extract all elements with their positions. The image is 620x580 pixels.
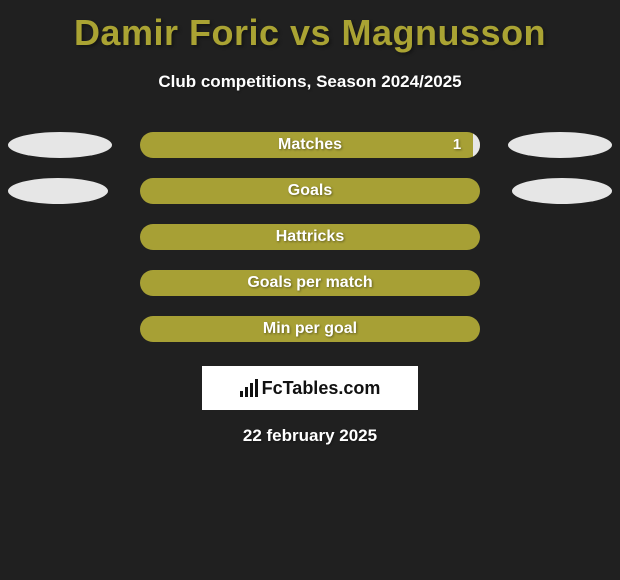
player-right-ellipse: [508, 132, 612, 158]
comparison-infographic: Damir Foric vs Magnusson Club competitio…: [0, 0, 620, 580]
date-text: 22 february 2025: [0, 426, 620, 446]
bars-icon: [240, 379, 258, 397]
stat-track: [140, 316, 480, 342]
player-left-ellipse: [8, 178, 108, 204]
logo-text: FcTables.com: [262, 378, 381, 399]
stat-row: Goals per match: [0, 270, 620, 296]
logo-box: FcTables.com: [202, 366, 418, 410]
stat-fill-right: [473, 132, 480, 158]
stat-track: [140, 132, 480, 158]
stat-track: [140, 178, 480, 204]
stat-row: Goals: [0, 178, 620, 204]
page-subtitle: Club competitions, Season 2024/2025: [0, 72, 620, 92]
stat-track: [140, 270, 480, 296]
stat-row: Min per goal: [0, 316, 620, 342]
stat-track: [140, 224, 480, 250]
player-right-ellipse: [512, 178, 612, 204]
page-title: Damir Foric vs Magnusson: [0, 0, 620, 54]
stat-row: Hattricks: [0, 224, 620, 250]
stats-rows: Matches 1 Goals Hattricks: [0, 132, 620, 342]
player-left-ellipse: [8, 132, 112, 158]
stat-row: Matches 1: [0, 132, 620, 158]
